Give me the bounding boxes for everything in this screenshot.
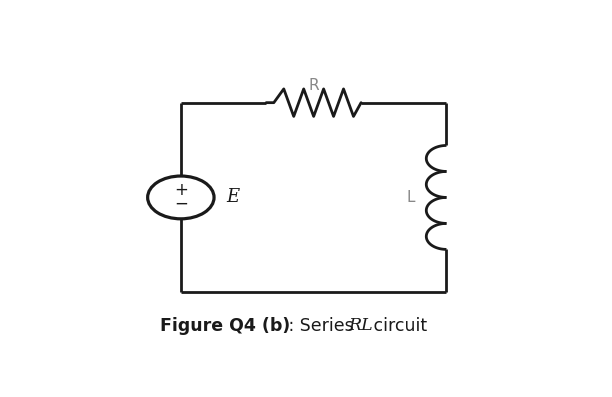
Text: E: E (226, 189, 239, 206)
Text: : Series: : Series (283, 317, 359, 335)
Text: L: L (406, 190, 415, 205)
Text: RL: RL (348, 317, 373, 334)
Text: Figure Q4 (b): Figure Q4 (b) (160, 317, 289, 335)
Text: circuit: circuit (368, 317, 427, 335)
Text: −: − (174, 195, 188, 213)
Text: +: + (174, 181, 188, 199)
Text: R: R (308, 78, 319, 93)
